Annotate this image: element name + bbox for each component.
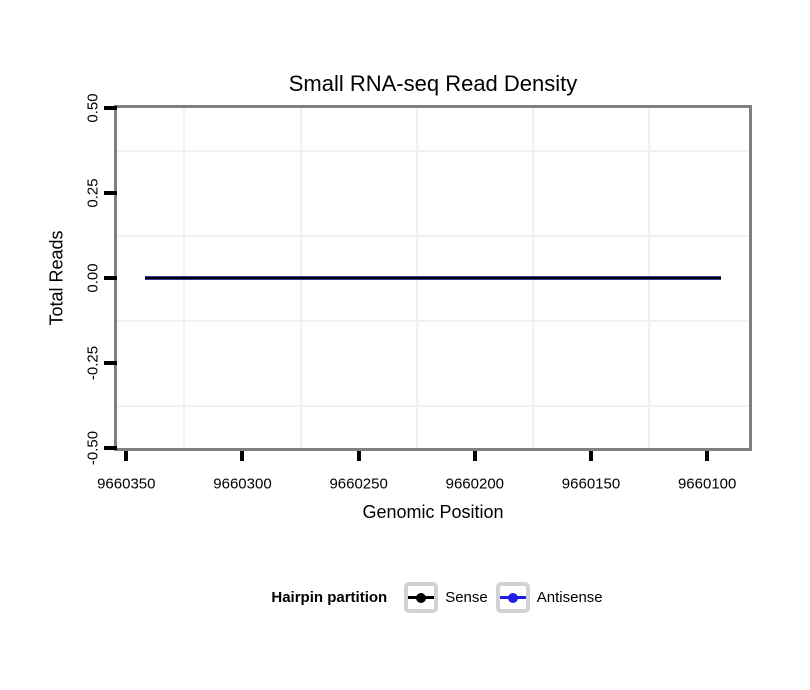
y-tick-label: 0.00	[84, 263, 102, 293]
x-tick-label: 9660250	[329, 475, 388, 493]
y-tick-label: 0.25	[84, 178, 102, 208]
legend: Hairpin partition Sense Antisense	[0, 582, 810, 613]
gridline-minor-horizontal	[117, 234, 749, 237]
y-tick-label: 0.50	[84, 93, 102, 123]
gridline-minor-horizontal	[117, 404, 749, 407]
y-tick-label: -0.25	[84, 345, 102, 381]
plot-panel	[117, 108, 749, 448]
gridline-minor-horizontal	[117, 319, 749, 322]
x-tick-mark	[240, 451, 245, 461]
y-tick-label: -0.50	[84, 430, 102, 466]
sense-point-glyph	[416, 592, 427, 603]
x-tick-mark	[124, 451, 129, 461]
gridline-minor-horizontal	[117, 149, 749, 152]
x-axis-title: Genomic Position	[362, 502, 504, 522]
legend-label-antisense: Antisense	[536, 589, 603, 606]
legend-title: Hairpin partition	[271, 589, 388, 606]
x-tick-mark	[589, 451, 593, 461]
x-tick-mark	[356, 451, 361, 461]
legend-label-sense: Sense	[445, 589, 488, 606]
legend-key-antisense-icon	[495, 582, 530, 613]
legend-entry-antisense: Antisense	[495, 582, 603, 613]
sense-density-line	[144, 277, 722, 279]
x-tick-label: 9660150	[561, 475, 621, 493]
y-tick-mark	[104, 446, 117, 450]
y-tick-mark	[104, 276, 117, 280]
y-tick-mark	[104, 191, 117, 195]
x-tick-mark	[472, 451, 477, 461]
x-tick-label: 9660100	[677, 475, 737, 493]
y-tick-mark	[104, 361, 117, 365]
x-tick-label: 9660200	[445, 475, 505, 493]
legend-entry-sense: Sense	[404, 582, 488, 613]
y-axis-title: Total Reads	[46, 230, 67, 326]
y-tick-mark	[104, 106, 117, 110]
chart-title: Small RNA-seq Read Density	[288, 71, 578, 96]
x-tick-label: 9660300	[213, 475, 272, 493]
antisense-point-glyph	[507, 592, 518, 603]
legend-key-sense-icon	[404, 582, 439, 613]
x-tick-label: 9660350	[97, 475, 156, 493]
x-tick-mark	[705, 451, 710, 461]
